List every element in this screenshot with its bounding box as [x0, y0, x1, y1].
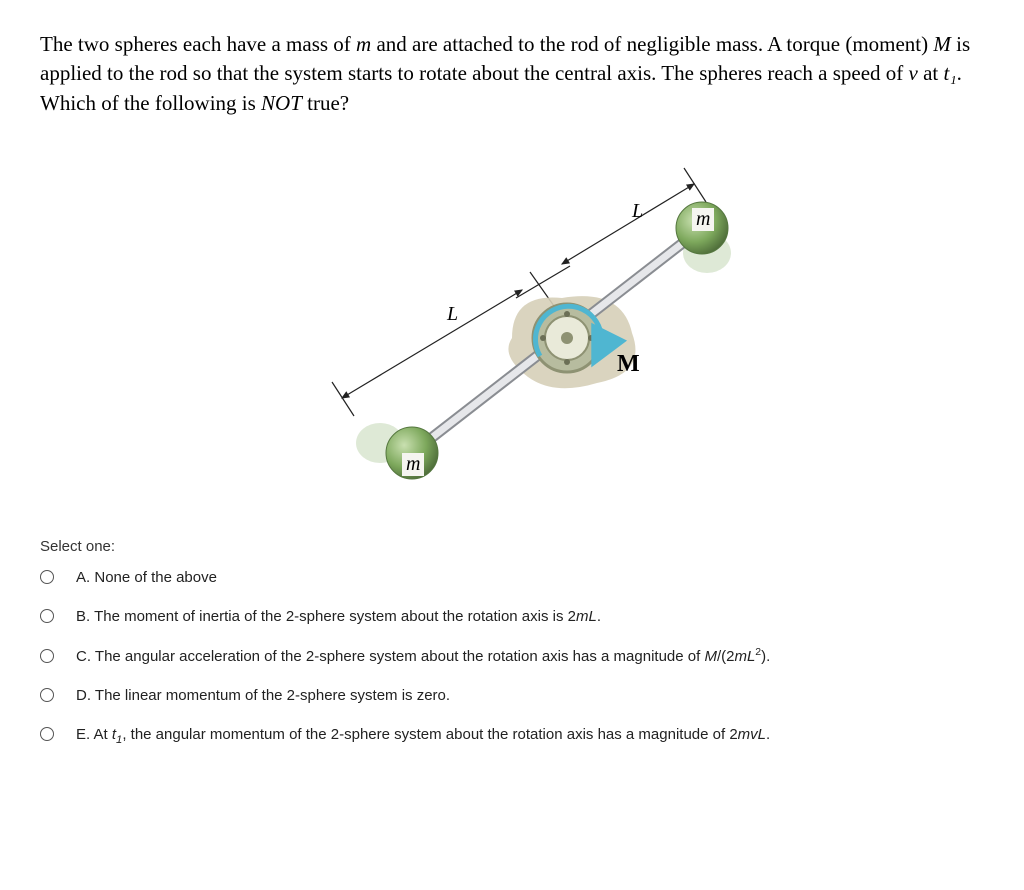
option-c[interactable]: C. The angular acceleration of the 2-sph… [40, 645, 984, 667]
label-L-left: L [447, 303, 458, 326]
option-b-text: B. The moment of inertia of the 2-sphere… [76, 606, 601, 627]
option-d[interactable]: D. The linear momentum of the 2-sphere s… [40, 685, 984, 706]
label-L-right: L [632, 200, 643, 223]
figure-svg [262, 138, 762, 508]
radio-b[interactable] [40, 609, 54, 623]
figure-container: m m L L M [40, 138, 984, 508]
radio-a[interactable] [40, 570, 54, 584]
option-e-text: E. At t1, the angular momentum of the 2-… [76, 724, 770, 749]
radio-c[interactable] [40, 649, 54, 663]
figure: m m L L M [262, 138, 762, 508]
option-a-text: A. None of the above [76, 567, 217, 588]
option-e[interactable]: E. At t1, the angular momentum of the 2-… [40, 724, 984, 749]
option-d-text: D. The linear momentum of the 2-sphere s… [76, 685, 450, 706]
option-b[interactable]: B. The moment of inertia of the 2-sphere… [40, 606, 984, 627]
radio-e[interactable] [40, 727, 54, 741]
options-list: A. None of the above B. The moment of in… [40, 567, 984, 749]
label-M: M [617, 351, 640, 378]
dimension-lines [332, 168, 706, 416]
question-text: The two spheres each have a mass of m an… [40, 30, 984, 118]
select-one-label: Select one: [40, 538, 984, 555]
option-c-text: C. The angular acceleration of the 2-sph… [76, 645, 770, 667]
label-m-bottom: m [402, 453, 424, 476]
radio-d[interactable] [40, 688, 54, 702]
label-m-top: m [692, 208, 714, 231]
option-a[interactable]: A. None of the above [40, 567, 984, 588]
